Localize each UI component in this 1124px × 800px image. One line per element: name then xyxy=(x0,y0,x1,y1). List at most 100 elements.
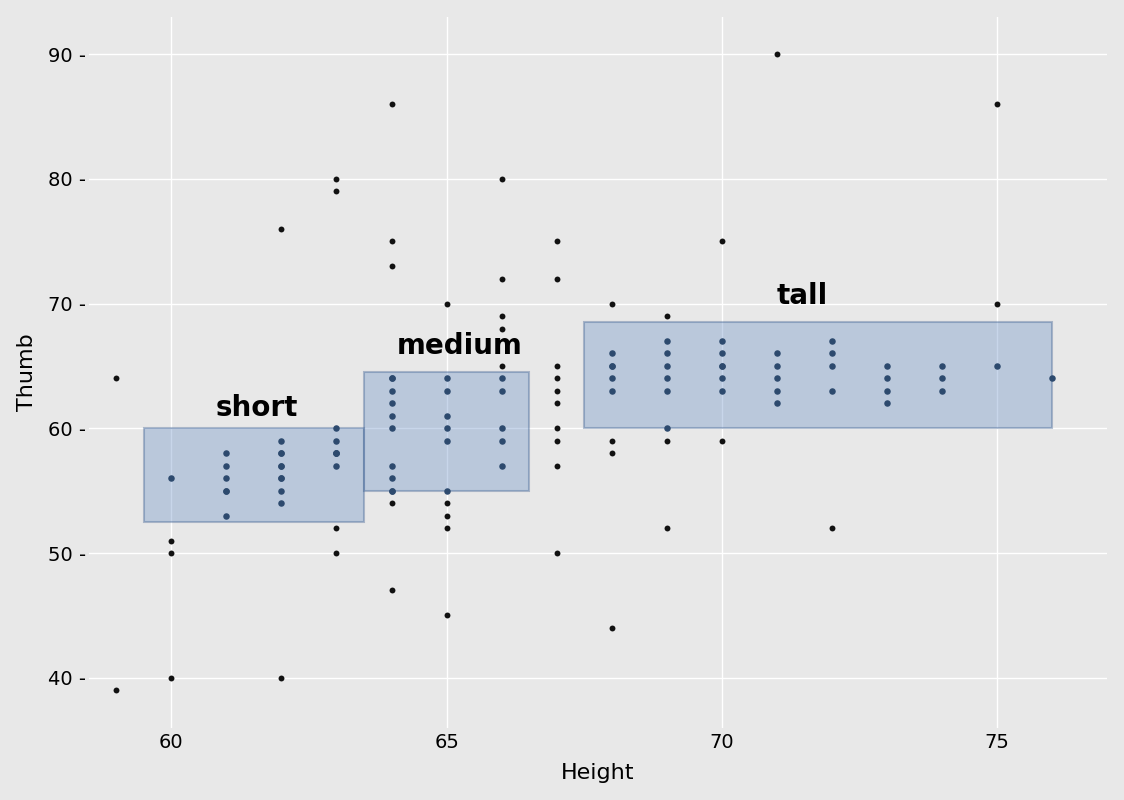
Point xyxy=(768,372,786,385)
Point xyxy=(272,484,290,497)
Point xyxy=(492,310,510,322)
Point xyxy=(382,385,400,398)
Text: tall: tall xyxy=(777,282,828,310)
Bar xyxy=(144,428,364,522)
Point xyxy=(878,385,896,398)
Point xyxy=(382,584,400,597)
Point xyxy=(713,359,731,372)
Text: short: short xyxy=(216,394,298,422)
Point xyxy=(713,234,731,247)
Point xyxy=(327,522,345,534)
Point xyxy=(162,671,180,684)
Point xyxy=(382,472,400,485)
Point xyxy=(382,372,400,385)
Point xyxy=(272,671,290,684)
Point xyxy=(162,546,180,559)
Point xyxy=(602,297,620,310)
Point xyxy=(162,472,180,485)
Point xyxy=(713,434,731,447)
Point xyxy=(492,434,510,447)
Point xyxy=(768,397,786,410)
Point xyxy=(437,609,455,622)
Point xyxy=(492,359,510,372)
Point xyxy=(492,459,510,472)
Point xyxy=(382,372,400,385)
Point xyxy=(602,622,620,634)
Point xyxy=(547,234,565,247)
Point xyxy=(547,372,565,385)
Point xyxy=(658,359,676,372)
Point xyxy=(492,385,510,398)
Point xyxy=(658,522,676,534)
Point xyxy=(492,322,510,335)
Point xyxy=(327,173,345,186)
Point xyxy=(272,472,290,485)
Point xyxy=(602,447,620,460)
Point xyxy=(658,434,676,447)
Point xyxy=(988,297,1006,310)
Point xyxy=(823,347,841,360)
Point xyxy=(658,372,676,385)
Point xyxy=(602,359,620,372)
Point xyxy=(878,359,896,372)
Point xyxy=(327,447,345,460)
Point xyxy=(547,546,565,559)
Point xyxy=(988,359,1006,372)
Point xyxy=(823,522,841,534)
Point xyxy=(602,347,620,360)
Point xyxy=(107,684,125,697)
Point xyxy=(437,422,455,434)
Point xyxy=(272,434,290,447)
Point xyxy=(382,397,400,410)
Point xyxy=(713,347,731,360)
Point xyxy=(382,484,400,497)
Point xyxy=(547,422,565,434)
Point xyxy=(327,434,345,447)
Point xyxy=(327,546,345,559)
Point xyxy=(658,310,676,322)
Point xyxy=(547,397,565,410)
Point xyxy=(768,385,786,398)
Point xyxy=(437,484,455,497)
Point xyxy=(878,372,896,385)
Point xyxy=(658,422,676,434)
Point xyxy=(492,173,510,186)
Point xyxy=(602,434,620,447)
Bar xyxy=(584,322,1052,428)
Point xyxy=(217,510,235,522)
Point xyxy=(547,459,565,472)
Y-axis label: Thumb: Thumb xyxy=(17,334,37,411)
Point xyxy=(713,359,731,372)
Point xyxy=(1043,372,1061,385)
Point xyxy=(437,385,455,398)
Point xyxy=(547,272,565,285)
Point xyxy=(988,98,1006,110)
Point xyxy=(327,185,345,198)
Point xyxy=(437,434,455,447)
Point xyxy=(382,459,400,472)
Point xyxy=(272,497,290,510)
Point xyxy=(437,497,455,510)
Point xyxy=(437,372,455,385)
Point xyxy=(933,385,951,398)
Point xyxy=(492,422,510,434)
Point xyxy=(437,522,455,534)
Point xyxy=(382,497,400,510)
Point xyxy=(272,222,290,235)
Point xyxy=(602,372,620,385)
Point xyxy=(713,372,731,385)
Point xyxy=(327,447,345,460)
Point xyxy=(547,434,565,447)
Point xyxy=(272,459,290,472)
Point xyxy=(327,459,345,472)
Point xyxy=(878,397,896,410)
Point xyxy=(823,334,841,347)
Point xyxy=(658,385,676,398)
Point xyxy=(217,472,235,485)
Point xyxy=(217,459,235,472)
Point xyxy=(272,447,290,460)
Point xyxy=(768,347,786,360)
Point xyxy=(768,359,786,372)
Point xyxy=(382,98,400,110)
Text: medium: medium xyxy=(397,332,523,360)
